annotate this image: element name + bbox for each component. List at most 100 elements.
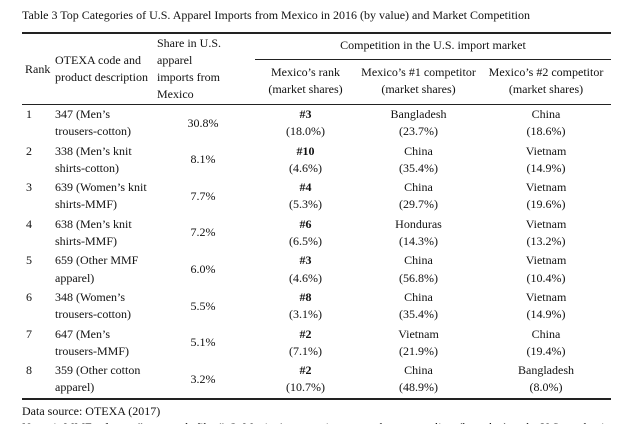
rank-cell: 6 [26, 289, 32, 304]
rank-cell: 4 [26, 216, 32, 231]
share-cell: 5.5% [190, 298, 216, 313]
competitor2-cell: Vietnam (13.2%) [481, 215, 611, 252]
table-title: Table 3 Top Categories of U.S. Apparel I… [22, 8, 530, 22]
mexico-rank-share: (10.7%) [286, 380, 325, 395]
header-competitor2-line2: (market shares) [508, 81, 584, 96]
mexico-rank-cell: #4 (5.3%) [255, 178, 356, 215]
mexico-rank-value: #4 [299, 180, 312, 195]
table-row: 1 347 (Men’s trousers-cotton) 30.8% #3 (… [22, 105, 611, 142]
table-row: 7 647 (Men’s trousers-MMF) 5.1% #2 (7.1%… [22, 325, 611, 362]
competitor2-share: (14.9%) [526, 160, 566, 175]
competitor2-cell: China (18.6%) [481, 105, 611, 142]
product-line2: shirts-MMF) [55, 234, 118, 249]
mexico-rank-share: (18.0%) [286, 124, 325, 139]
competitor1-cell: China (35.4%) [356, 142, 481, 179]
rank-cell: 2 [26, 143, 32, 158]
rank-cell: 1 [26, 107, 32, 121]
share-cell: 30.8% [187, 115, 219, 130]
mexico-rank-share: (3.1%) [289, 307, 322, 322]
product-line1: 639 (Women’s knit [55, 180, 147, 195]
table-row: 8 359 (Other cotton apparel) 3.2% #2 (10… [22, 361, 611, 399]
header-competitor2: Mexico’s #2 competitor (market shares) [481, 59, 611, 104]
product-line1: 347 (Men’s [55, 107, 110, 121]
header-otexa-line2: product description [55, 70, 148, 84]
mexico-rank-value: #6 [299, 216, 312, 231]
mexico-rank-value: #10 [296, 143, 315, 158]
competitor1-name: Vietnam [398, 326, 439, 341]
competitor1-name: China [404, 180, 433, 195]
table-row: 3 639 (Women’s knit shirts-MMF) 7.7% #4 … [22, 178, 611, 215]
competitor1-cell: China (35.4%) [356, 288, 481, 325]
competitor1-name: China [404, 289, 433, 304]
mexico-rank-cell: #8 (3.1%) [255, 288, 356, 325]
mexico-rank-share: (4.6%) [289, 160, 322, 175]
product-line1: 348 (Women’s [55, 289, 126, 304]
product-line1: 359 (Other cotton [55, 363, 141, 378]
rank-cell: 3 [26, 180, 32, 195]
share-cell: 7.2% [190, 225, 216, 240]
table-note: Note: 1. MMF refers to “man-made fiber”;… [22, 419, 611, 424]
competitor1-share: (48.9%) [399, 380, 438, 395]
mexico-rank-cell: #2 (10.7%) [255, 361, 356, 399]
mexico-rank-share: (4.6%) [289, 270, 322, 285]
competitor2-share: (18.6%) [526, 124, 566, 139]
competitor2-name: Vietnam [525, 216, 567, 231]
competitor2-share: (13.2%) [526, 234, 566, 249]
rank-cell: 8 [26, 363, 32, 378]
competitor2-cell: China (19.4%) [481, 325, 611, 362]
share-cell: 5.1% [190, 335, 216, 350]
competitor2-name: Vietnam [525, 253, 567, 268]
product-line1: 338 (Men’s knit [55, 143, 132, 158]
mexico-rank-value: #2 [299, 326, 312, 341]
header-mexico-rank: Mexico’s rank (market shares) [255, 59, 356, 104]
apparel-imports-table: Rank OTEXA code and product description … [22, 32, 611, 400]
competitor1-share: (29.7%) [399, 197, 438, 212]
competitor2-cell: Vietnam (10.4%) [481, 251, 611, 288]
share-cell: 7.7% [190, 188, 216, 203]
table-row: 6 348 (Women’s trousers-cotton) 5.5% #8 … [22, 288, 611, 325]
header-mexico-rank-line1: Mexico’s rank [271, 64, 340, 79]
mexico-rank-value: #3 [299, 107, 312, 121]
competitor2-name: Bangladesh [518, 363, 574, 378]
competitor2-share: (19.4%) [526, 343, 566, 358]
mexico-rank-share: (7.1%) [289, 343, 322, 358]
product-cell: 638 (Men’s knit shirts-MMF) [49, 215, 151, 252]
competitor2-cell: Bangladesh (8.0%) [481, 361, 611, 399]
competitor1-cell: China (29.7%) [356, 178, 481, 215]
table-header: Rank OTEXA code and product description … [22, 33, 611, 105]
mexico-rank-cell: #10 (4.6%) [255, 142, 356, 179]
competitor1-share: (56.8%) [399, 270, 438, 285]
competitor2-name: Vietnam [525, 180, 567, 195]
competitor1-cell: China (56.8%) [356, 251, 481, 288]
competitor2-share: (19.6%) [526, 197, 566, 212]
competitor1-name: China [404, 143, 433, 158]
product-line1: 638 (Men’s knit [55, 216, 132, 231]
mexico-rank-value: #8 [299, 289, 312, 304]
competitor2-name: China [531, 326, 561, 341]
competitor2-name: China [531, 107, 561, 121]
competitor2-name: Vietnam [525, 289, 567, 304]
mexico-rank-share: (5.3%) [289, 197, 322, 212]
competitor1-cell: Honduras (14.3%) [356, 215, 481, 252]
share-cell: 8.1% [190, 152, 216, 167]
table-footer: Data source: OTEXA (2017) Note: 1. MMF r… [22, 403, 611, 424]
product-cell: 347 (Men’s trousers-cotton) [49, 105, 151, 142]
product-cell: 639 (Women’s knit shirts-MMF) [49, 178, 151, 215]
competitor1-cell: Bangladesh (23.7%) [356, 105, 481, 142]
header-competition-group: Competition in the U.S. import market [255, 33, 611, 60]
product-line2: shirts-cotton) [55, 160, 119, 175]
table-row: 2 338 (Men’s knit shirts-cotton) 8.1% #1… [22, 142, 611, 179]
competitor2-name: Vietnam [525, 143, 567, 158]
header-competitor1-line2: (market shares) [381, 81, 456, 96]
share-cell: 3.2% [190, 371, 216, 386]
product-line2: apparel) [55, 270, 95, 285]
mexico-rank-value: #2 [299, 363, 312, 378]
header-competitor1: Mexico’s #1 competitor (market shares) [356, 59, 481, 104]
table-body: 1 347 (Men’s trousers-cotton) 30.8% #3 (… [22, 105, 611, 399]
competitor1-cell: Vietnam (21.9%) [356, 325, 481, 362]
mexico-rank-value: #3 [299, 253, 312, 268]
product-cell: 348 (Women’s trousers-cotton) [49, 288, 151, 325]
header-otexa-line1: OTEXA code and [55, 53, 141, 67]
competitor1-name: Honduras [395, 216, 442, 231]
